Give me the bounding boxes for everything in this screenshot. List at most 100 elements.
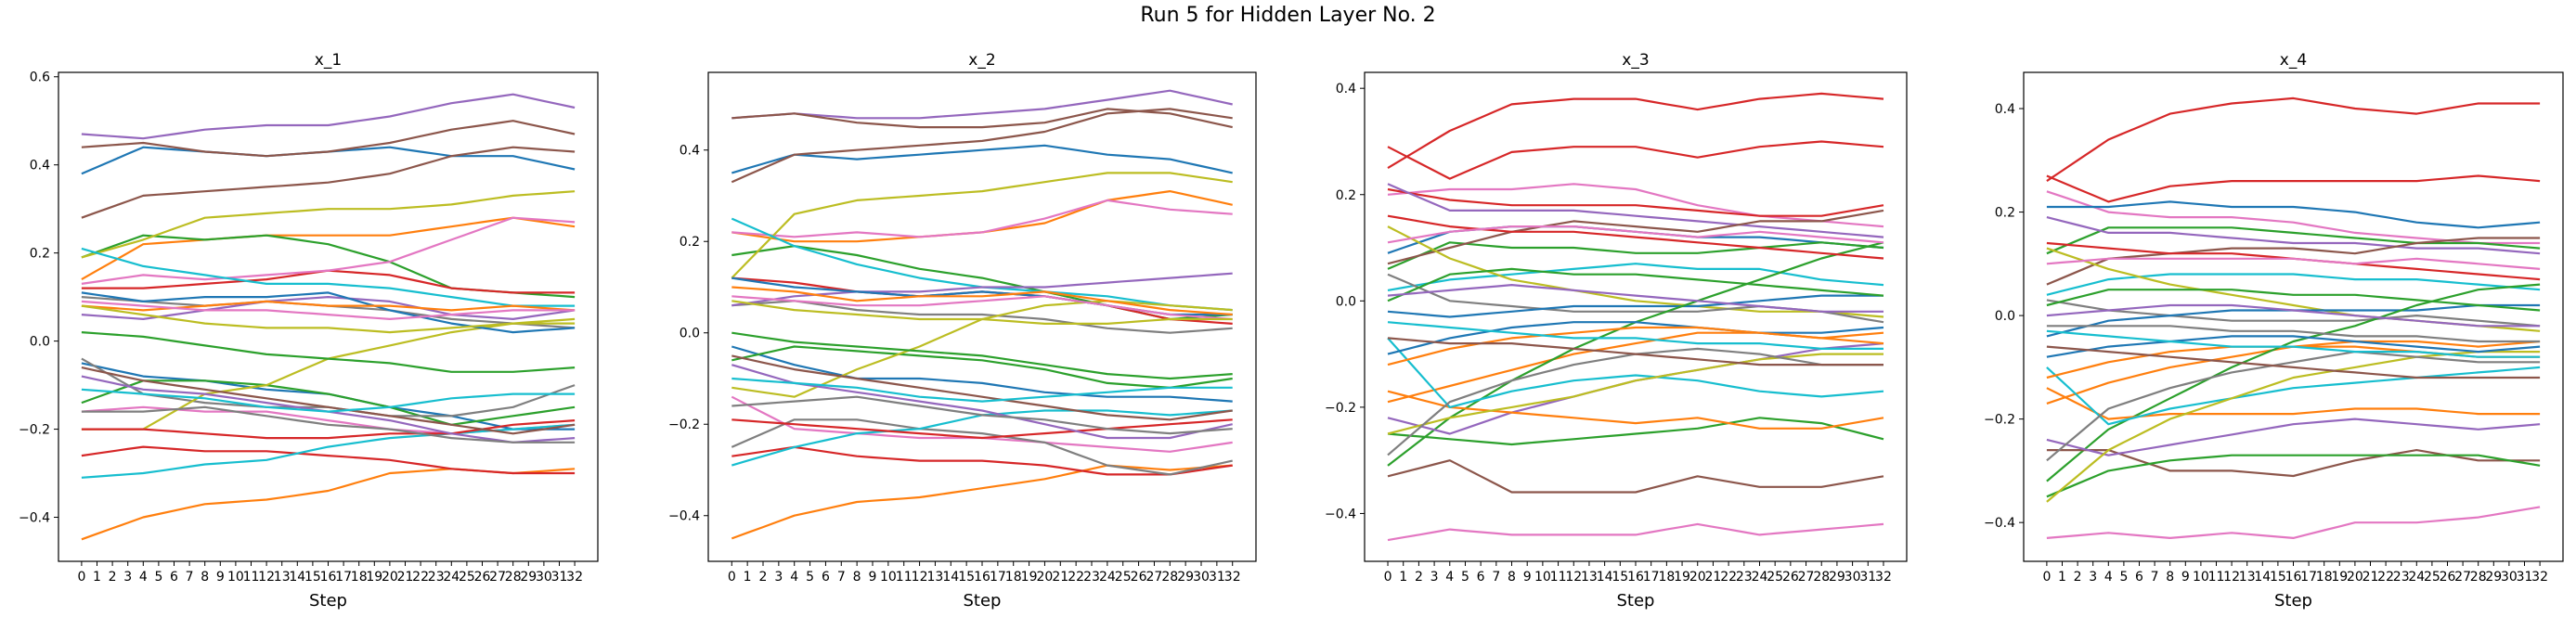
x-tick-label: 22 xyxy=(1068,570,1084,585)
x-tick-label: 4 xyxy=(2104,570,2113,585)
subplot-x_4: x_40 1 2 3 4 5 6 7 8 9 101112131415161718192021222… xyxy=(1984,51,2564,611)
series-line-17 xyxy=(2046,454,2541,498)
x-tick-label: 30 xyxy=(2501,570,2518,585)
x-tick-label: 20 xyxy=(1689,570,1706,585)
x-tick-label: 7 xyxy=(2151,570,2159,585)
x-tick-label: 13 xyxy=(1581,570,1598,585)
x-tick-label: 12 xyxy=(1565,570,1582,585)
x-tick-label: 5 xyxy=(806,570,814,585)
x-tick-label: 27 xyxy=(489,570,506,585)
series-line-26 xyxy=(81,366,576,435)
x-tick-label: 17 xyxy=(990,570,1006,585)
series-line-8 xyxy=(81,296,576,329)
x-tick-label: 19 xyxy=(1674,570,1690,585)
series-line-29 xyxy=(1387,225,1884,244)
series-line-6 xyxy=(81,120,576,158)
series-line-24 xyxy=(81,419,576,440)
x-axis-label: Step xyxy=(2274,591,2312,611)
x-tick-label: 23 xyxy=(2393,570,2410,585)
x-tick-label: 23 xyxy=(1736,570,1753,585)
series-line-21 xyxy=(1387,353,1883,435)
x-tick-label: 31 xyxy=(2517,570,2533,585)
x-tick-label: 22 xyxy=(2377,570,2394,585)
series-line-11 xyxy=(731,345,1233,403)
series-line-29 xyxy=(81,304,576,334)
x-tick-label: 14 xyxy=(1597,570,1613,585)
x-tick-label: 28 xyxy=(2470,570,2487,585)
x-tick-label: 28 xyxy=(1161,570,1178,585)
series-line-20 xyxy=(1387,337,1884,408)
subplot-title: x_4 xyxy=(2280,51,2307,70)
y-tick-label: −0.2 xyxy=(19,423,50,438)
x-tick-label: 9 xyxy=(216,570,225,585)
series-line-20 xyxy=(2046,351,2541,503)
series-line-16 xyxy=(2046,418,2541,456)
series-line-5 xyxy=(81,93,576,140)
series-line-25 xyxy=(731,364,1233,440)
x-tick-label: 13 xyxy=(2239,570,2256,585)
x-tick-label: 21 xyxy=(397,570,414,585)
series-line-6 xyxy=(731,108,1233,184)
series-line-27 xyxy=(1387,284,1883,313)
series-group xyxy=(81,93,576,541)
series-line-29 xyxy=(2046,329,2541,358)
x-tick-label: 31 xyxy=(1859,570,1876,585)
series-line-4 xyxy=(2046,200,2541,229)
series-line-2 xyxy=(2046,174,2541,203)
series-line-16 xyxy=(731,108,1233,129)
x-tick-label: 1 xyxy=(2058,570,2066,585)
series-line-12 xyxy=(81,468,576,541)
figure-title: Run 5 for Hidden Layer No. 2 xyxy=(1140,4,1436,27)
x-tick-label: 14 xyxy=(942,570,959,585)
series-line-2 xyxy=(1387,140,1884,180)
x-tick-label: 6 xyxy=(2135,570,2143,585)
y-tick-label: 0.2 xyxy=(1336,188,1356,203)
series-line-19 xyxy=(1387,390,1884,430)
series-line-24 xyxy=(2046,289,2541,312)
x-tick-label: 15 xyxy=(958,570,975,585)
x-tick-label: 3 xyxy=(774,570,783,585)
x-tick-label: 27 xyxy=(2454,570,2471,585)
x-axis-label: Step xyxy=(964,591,1002,611)
series-line-14 xyxy=(2046,449,2541,478)
series-line-21 xyxy=(2046,351,2541,462)
x-tick-label: 8 xyxy=(1508,570,1516,585)
y-tick-label: 0.2 xyxy=(680,235,700,250)
series-line-13 xyxy=(731,345,1233,389)
y-tick-label: 0.0 xyxy=(680,327,700,341)
series-line-15 xyxy=(81,296,576,320)
subplot-title: x_3 xyxy=(1622,51,1649,70)
x-tick-label: 5 xyxy=(1461,570,1469,585)
x-tick-label: 20 xyxy=(1037,570,1054,585)
x-tick-label: 2 xyxy=(759,570,768,585)
series-group xyxy=(1387,92,1884,542)
x-tick-label: 30 xyxy=(536,570,552,585)
series-line-28 xyxy=(1387,337,1883,366)
series-line-3 xyxy=(1387,183,1884,228)
series-line-14 xyxy=(731,445,1233,476)
x-tick-label: 29 xyxy=(1829,570,1845,585)
x-tick-label: 0 xyxy=(77,570,85,585)
series-line-15 xyxy=(1387,459,1884,494)
y-tick-label: 0.6 xyxy=(30,71,50,85)
x-tick-label: 26 xyxy=(1782,570,1799,585)
x-tick-label: 10 xyxy=(880,570,897,585)
series-line-25 xyxy=(1387,267,1884,302)
x-tick-label: 17 xyxy=(2300,570,2317,585)
y-tick-label: −0.2 xyxy=(1325,401,1356,416)
series-line-9 xyxy=(81,190,576,259)
series-line-5 xyxy=(2046,226,2541,255)
series-line-22 xyxy=(731,286,1233,316)
x-tick-label: 26 xyxy=(474,570,491,585)
x-tick-label: 12 xyxy=(912,570,928,585)
series-line-2 xyxy=(731,190,1233,243)
series-line-5 xyxy=(1387,183,1884,238)
series-line-7 xyxy=(2046,237,2541,286)
x-tick-label: 9 xyxy=(2181,570,2190,585)
series-line-10 xyxy=(2046,299,2541,328)
series-line-27 xyxy=(731,295,1233,321)
x-tick-label: 28 xyxy=(1813,570,1830,585)
subplot-x_3: x_30 1 2 3 4 5 6 7 8 9 101112131415161718192021222… xyxy=(1325,51,1908,611)
y-tick-label: −0.2 xyxy=(668,418,700,432)
